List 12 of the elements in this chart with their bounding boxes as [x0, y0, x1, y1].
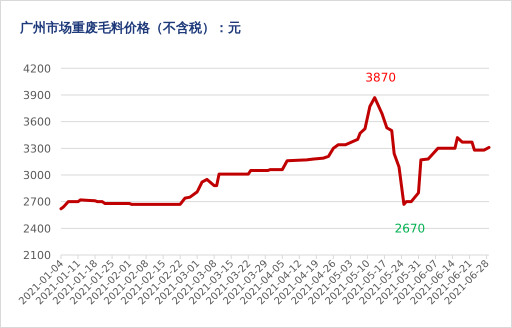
- y-tick-label: 3900: [23, 88, 51, 102]
- y-tick-label: 2700: [23, 196, 51, 209]
- y-tick-label: 3300: [23, 142, 51, 156]
- y-tick-label: 3600: [23, 116, 51, 129]
- chart-title: 广州市场重废毛料价格（不含税）：元: [19, 20, 241, 36]
- y-tick-label: 4200: [23, 62, 51, 76]
- y-tick-label: 3000: [23, 168, 51, 182]
- annotation: 3870: [365, 70, 396, 85]
- y-tick-label: 2400: [23, 222, 51, 236]
- y-tick-label: 2100: [23, 249, 51, 262]
- line-series: [60, 96, 490, 210]
- annotation: 2670: [394, 221, 426, 236]
